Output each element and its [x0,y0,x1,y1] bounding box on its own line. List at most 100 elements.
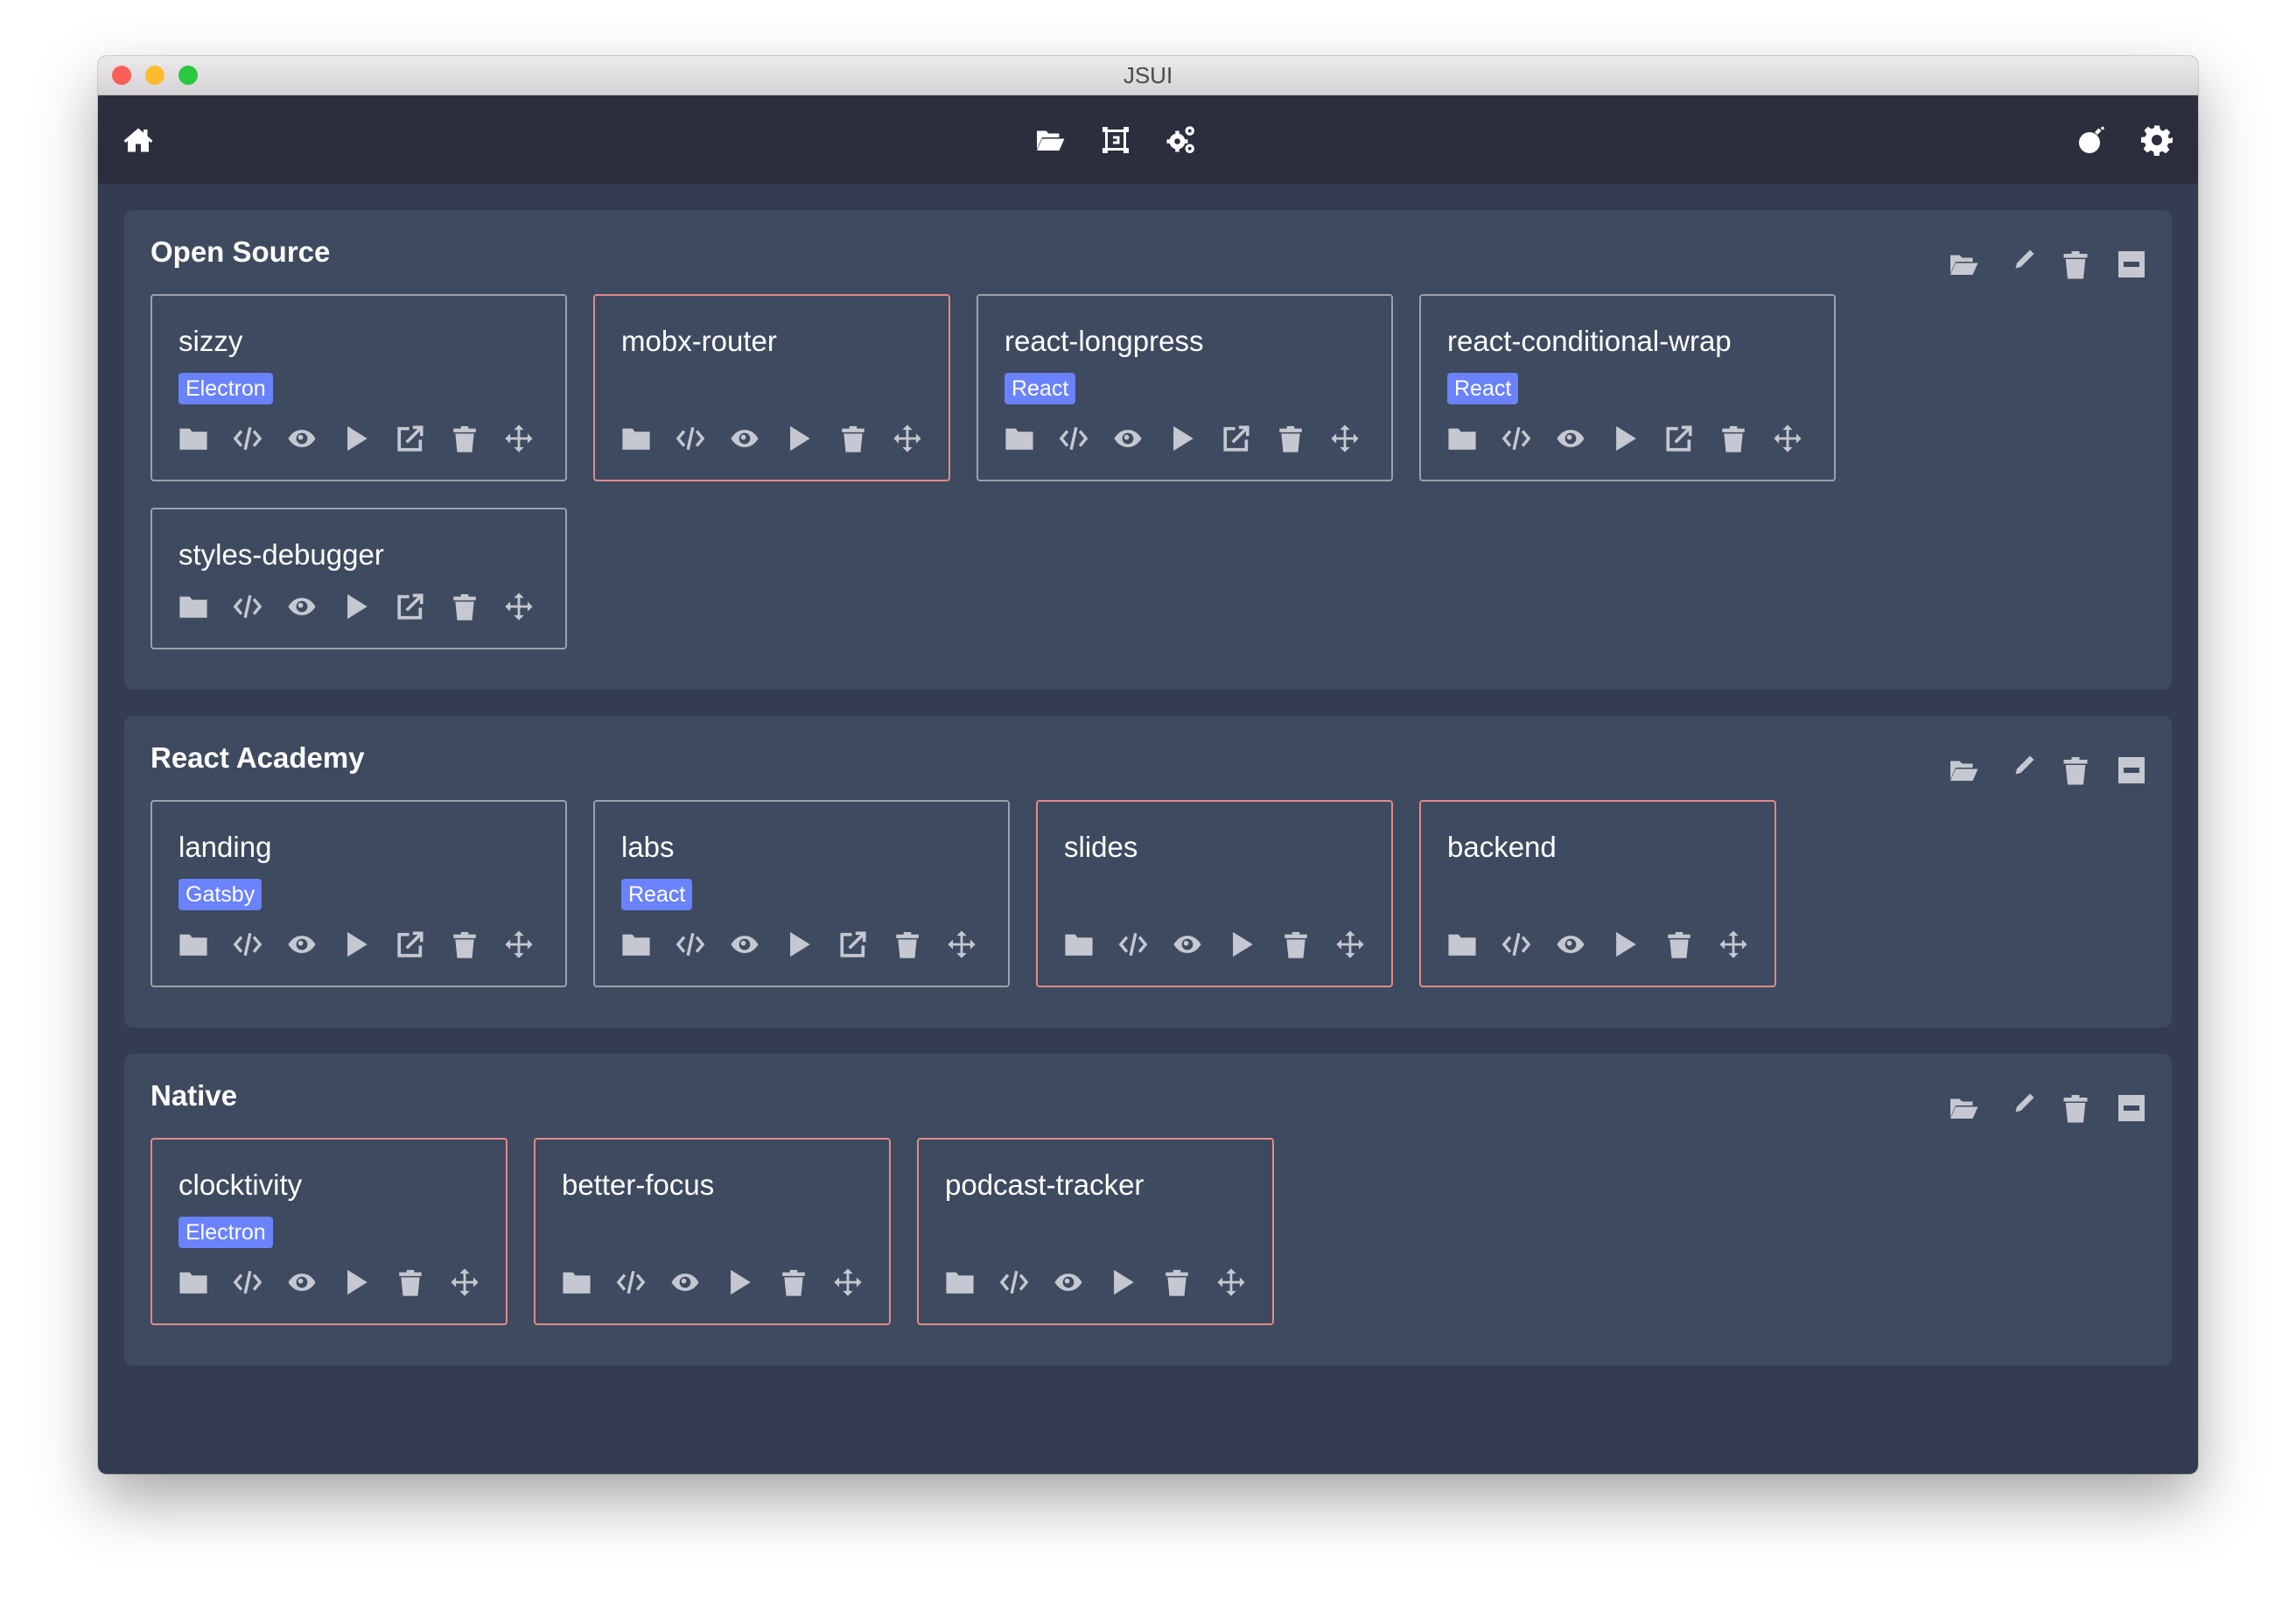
eye-icon[interactable] [730,930,760,959]
move-icon[interactable] [1773,424,1802,453]
code-icon[interactable] [616,1267,646,1297]
external-link-icon[interactable] [838,930,868,959]
folder-icon[interactable] [178,1267,208,1297]
folder-icon[interactable] [1447,424,1477,453]
eye-icon[interactable] [287,930,317,959]
folder-icon[interactable] [1447,930,1477,959]
play-icon[interactable] [341,424,371,453]
project-card[interactable]: landing Gatsby [150,800,567,987]
eye-icon[interactable] [287,1267,317,1297]
eye-icon[interactable] [1054,1267,1083,1297]
external-link-icon[interactable] [396,930,425,959]
play-icon[interactable] [784,930,814,959]
move-icon[interactable] [833,1267,863,1297]
group-minus-square-icon[interactable] [2116,249,2147,280]
home-icon[interactable] [122,124,154,156]
project-card[interactable]: styles-debugger [150,508,567,649]
move-icon[interactable] [892,424,922,453]
group-edit-icon[interactable] [2004,754,2035,786]
project-card[interactable]: podcast-tracker [917,1138,1274,1325]
folder-icon[interactable] [178,930,208,959]
group-minus-square-icon[interactable] [2116,1092,2147,1124]
eye-icon[interactable] [730,424,760,453]
eye-icon[interactable] [1556,930,1586,959]
project-card[interactable]: slides [1036,800,1393,987]
bomb-icon[interactable] [2076,124,2108,156]
code-icon[interactable] [1059,424,1088,453]
project-card[interactable]: mobx-router [593,294,950,481]
trash-icon[interactable] [450,930,480,959]
folder-icon[interactable] [621,930,651,959]
external-link-icon[interactable] [396,424,425,453]
trash-icon[interactable] [1276,424,1306,453]
close-button[interactable] [112,66,131,85]
external-link-icon[interactable] [1664,424,1694,453]
cog-icon[interactable] [2141,124,2173,156]
trash-icon[interactable] [779,1267,808,1297]
folder-icon[interactable] [178,592,208,621]
trash-icon[interactable] [838,424,868,453]
move-icon[interactable] [504,424,534,453]
play-icon[interactable] [724,1267,754,1297]
project-card[interactable]: better-focus [534,1138,891,1325]
project-card[interactable]: backend [1419,800,1776,987]
folder-icon[interactable] [1004,424,1034,453]
trash-icon[interactable] [1162,1267,1192,1297]
code-icon[interactable] [676,930,705,959]
expand-icon[interactable] [1100,124,1131,156]
trash-icon[interactable] [450,424,480,453]
trash-icon[interactable] [892,930,922,959]
group-folder-open-icon[interactable] [1948,249,1979,280]
play-icon[interactable] [1167,424,1197,453]
move-icon[interactable] [450,1267,480,1297]
project-card[interactable]: clocktivity Electron [150,1138,508,1325]
eye-icon[interactable] [287,592,317,621]
folder-icon[interactable] [1064,930,1094,959]
group-folder-open-icon[interactable] [1948,754,1979,786]
group-edit-icon[interactable] [2004,1092,2035,1124]
code-icon[interactable] [233,930,262,959]
code-icon[interactable] [1118,930,1148,959]
code-icon[interactable] [233,424,262,453]
code-icon[interactable] [1502,424,1531,453]
cogs-icon[interactable] [1166,124,1197,156]
folder-icon[interactable] [945,1267,975,1297]
project-card[interactable]: sizzy Electron [150,294,567,481]
move-icon[interactable] [1216,1267,1246,1297]
folder-open-icon[interactable] [1034,124,1066,156]
folder-icon[interactable] [562,1267,592,1297]
eye-icon[interactable] [670,1267,700,1297]
group-edit-icon[interactable] [2004,249,2035,280]
trash-icon[interactable] [1718,424,1748,453]
move-icon[interactable] [504,592,534,621]
trash-icon[interactable] [396,1267,425,1297]
project-card[interactable]: react-longpress React [976,294,1393,481]
external-link-icon[interactable] [396,592,425,621]
group-trash-icon[interactable] [2060,249,2091,280]
project-card[interactable]: react-conditional-wrap React [1419,294,1836,481]
maximize-button[interactable] [178,66,198,85]
eye-icon[interactable] [1172,930,1202,959]
code-icon[interactable] [999,1267,1029,1297]
move-icon[interactable] [1718,930,1748,959]
folder-icon[interactable] [178,424,208,453]
folder-icon[interactable] [621,424,651,453]
code-icon[interactable] [1502,930,1531,959]
group-trash-icon[interactable] [2060,754,2091,786]
code-icon[interactable] [233,1267,262,1297]
code-icon[interactable] [233,592,262,621]
group-trash-icon[interactable] [2060,1092,2091,1124]
code-icon[interactable] [676,424,705,453]
trash-icon[interactable] [1664,930,1694,959]
move-icon[interactable] [1330,424,1360,453]
play-icon[interactable] [784,424,814,453]
play-icon[interactable] [341,1267,371,1297]
external-link-icon[interactable] [1222,424,1251,453]
move-icon[interactable] [947,930,976,959]
project-card[interactable]: labs React [593,800,1010,987]
play-icon[interactable] [1108,1267,1138,1297]
minimize-button[interactable] [145,66,164,85]
play-icon[interactable] [341,592,371,621]
play-icon[interactable] [1610,424,1640,453]
eye-icon[interactable] [1113,424,1143,453]
